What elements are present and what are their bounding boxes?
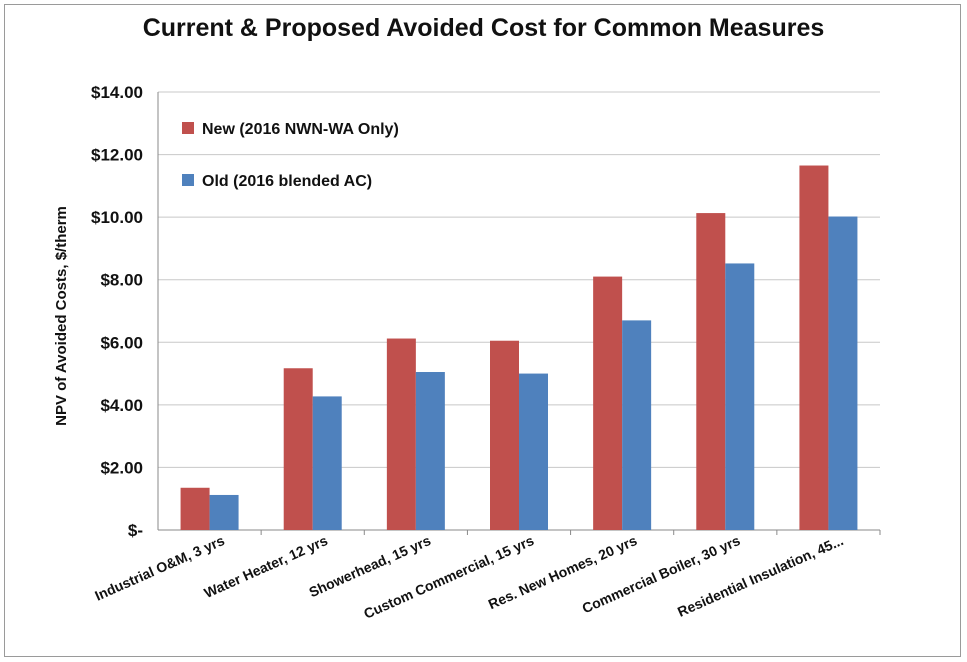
y-tick-label: $10.00 [91,208,143,227]
bar [828,216,858,530]
y-tick-label: $2.00 [100,458,143,477]
y-tick-label: $4.00 [100,396,143,415]
legend: New (2016 NWN-WA Only) Old (2016 blended … [182,121,399,190]
bar [415,372,445,530]
y-tick-label: $8.00 [100,271,143,290]
bar [386,338,416,530]
bar [622,320,652,530]
legend-label: Old (2016 blended AC) [202,173,372,190]
bar [312,396,342,530]
legend-label: New (2016 NWN-WA Only) [202,121,399,138]
bar [593,276,623,530]
bar [209,494,239,530]
y-tick-label: $6.00 [100,333,143,352]
bar [799,165,829,530]
y-axis-label: NPV of Avoided Costs, $/therm [53,206,70,426]
y-tick-label: $12.00 [91,146,143,165]
chart-title: Current & Proposed Avoided Cost for Comm… [142,14,825,42]
y-tick-label: $14.00 [91,83,143,102]
y-tick-label: $- [128,521,143,540]
x-tick-label: Custom Commercial, 15 yrs [361,532,536,622]
x-tick-label: Residential Insulation, 45... [675,532,846,620]
bar [180,487,210,530]
legend-swatch [182,122,194,134]
y-axis-ticks: $- $2.00 $4.00 $6.00 $8.00 $10.00 $12.00 $14.00 [91,83,143,540]
bar [283,368,313,530]
legend-swatch [182,174,194,186]
bar [519,373,548,530]
bar [696,213,726,530]
bar [490,340,519,530]
bars [180,165,858,530]
bar [725,263,755,530]
